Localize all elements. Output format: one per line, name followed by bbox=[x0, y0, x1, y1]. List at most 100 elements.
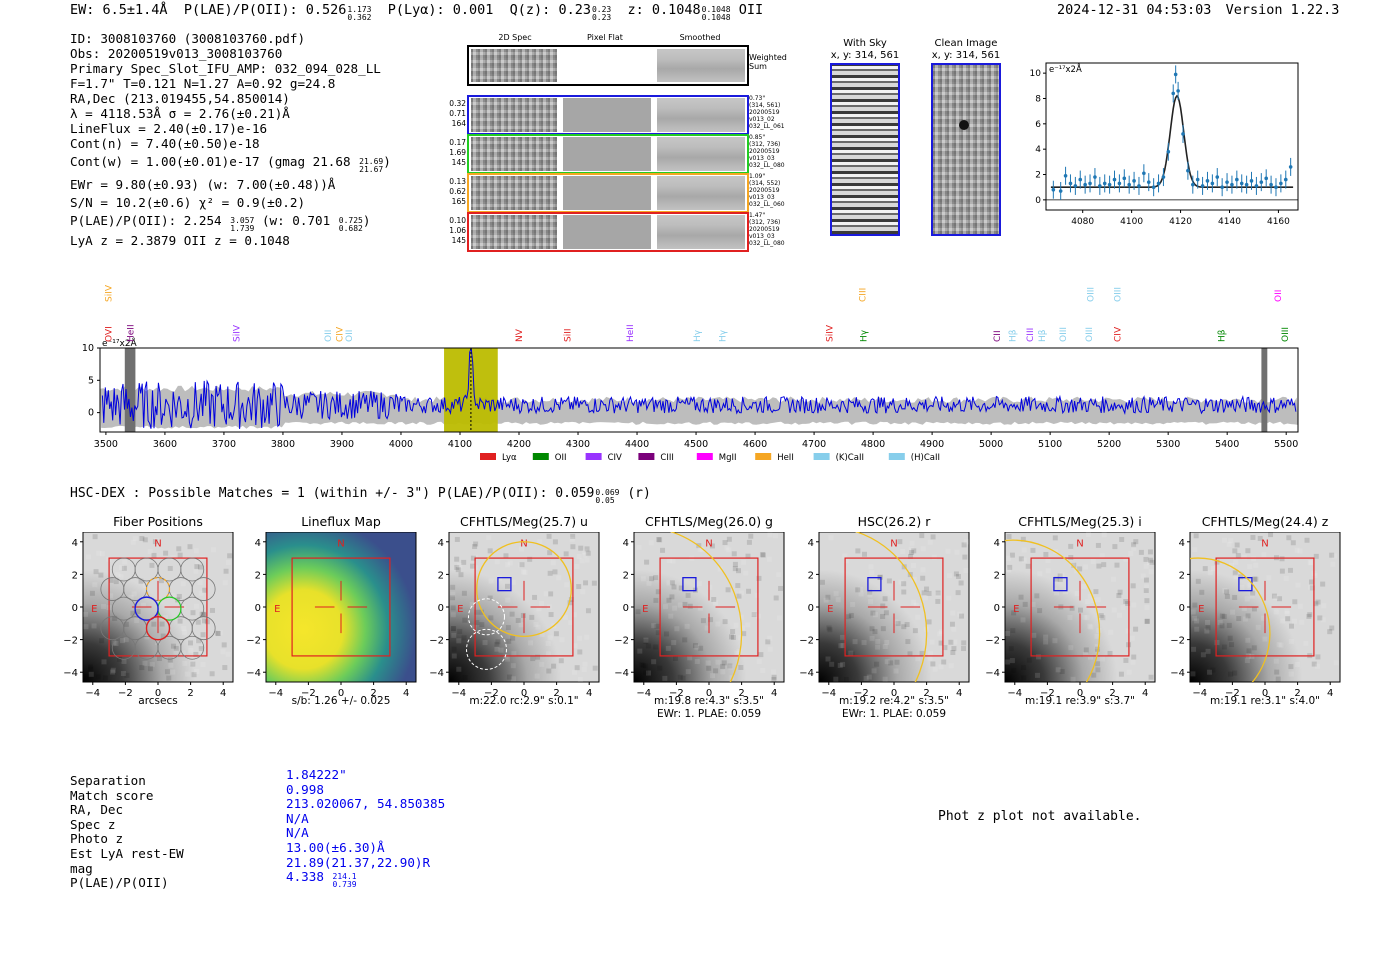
pixel-noise bbox=[1087, 623, 1093, 629]
pixel-noise bbox=[1321, 603, 1327, 609]
pixel-noise bbox=[1123, 657, 1129, 663]
pixel-noise bbox=[868, 599, 874, 605]
pixel-noise bbox=[694, 658, 700, 664]
zoom-marker bbox=[1058, 189, 1063, 193]
pixel-noise bbox=[462, 675, 468, 681]
emission-line-label: OIII bbox=[1059, 327, 1069, 342]
pixel-noise bbox=[777, 615, 783, 621]
pixel-noise bbox=[1112, 544, 1118, 550]
cutout-ytick-label: −2 bbox=[1170, 636, 1185, 647]
pixel-noise bbox=[735, 583, 741, 589]
pixel-noise bbox=[751, 612, 757, 618]
pixel-noise bbox=[935, 590, 941, 596]
north-label: N bbox=[890, 539, 897, 550]
pixel-noise bbox=[450, 584, 456, 590]
pixel-noise bbox=[1249, 654, 1255, 660]
pixel-noise bbox=[776, 572, 782, 578]
pixel-noise bbox=[92, 534, 98, 540]
pixel-noise bbox=[1057, 576, 1063, 582]
pixel-noise bbox=[869, 570, 875, 576]
pixel-noise bbox=[924, 586, 930, 592]
pixel-noise bbox=[111, 640, 117, 646]
pixel-noise bbox=[584, 557, 590, 563]
pixel-noise bbox=[536, 606, 542, 612]
emission-line-label: SiIV bbox=[232, 324, 242, 342]
spec2d-stat: 1.06 bbox=[449, 226, 466, 235]
zoom-ytick-label: 10 bbox=[1030, 69, 1042, 79]
pixel-noise bbox=[191, 672, 197, 678]
pixel-noise bbox=[848, 650, 854, 656]
pixel-noise bbox=[884, 659, 890, 665]
emission-line-label: Hβ bbox=[1038, 329, 1048, 342]
header-plae: P(LAE)/P(OII): 0.526 bbox=[183, 2, 347, 18]
pixel-noise bbox=[176, 546, 182, 552]
full-xtick-label: 5500 bbox=[1274, 439, 1298, 450]
pixel-noise bbox=[897, 539, 903, 545]
pixel-noise bbox=[882, 596, 888, 602]
zoom-marker bbox=[1117, 181, 1122, 186]
pixel-noise bbox=[98, 572, 104, 578]
zoom-marker bbox=[1239, 181, 1244, 186]
pixel-noise bbox=[163, 550, 169, 556]
cutout-xtick-label: 2 bbox=[923, 688, 929, 699]
pixel-noise bbox=[1211, 565, 1217, 571]
pixel-noise bbox=[871, 668, 877, 674]
emission-line-label: OVI bbox=[104, 326, 114, 342]
zoom-data-point bbox=[1073, 176, 1078, 195]
pixel-noise bbox=[665, 645, 671, 651]
pixel-noise bbox=[519, 562, 525, 568]
cutout-xtick-label: 4 bbox=[771, 688, 777, 699]
pixel-noise bbox=[1030, 601, 1036, 607]
pixel-noise bbox=[217, 630, 223, 636]
pixel-noise bbox=[156, 656, 162, 662]
emission-line-label: OIII bbox=[1113, 287, 1123, 302]
pixel-noise bbox=[1309, 585, 1315, 591]
pixel-noise bbox=[509, 611, 515, 617]
pixel-noise bbox=[519, 546, 525, 552]
pixel-noise bbox=[569, 536, 575, 542]
pixel-noise bbox=[1129, 635, 1135, 641]
cutout-footer: m:19.1 re:3.1" s:4.0" bbox=[1210, 695, 1320, 707]
pixel-noise bbox=[188, 647, 194, 653]
zoom-data-point bbox=[1146, 173, 1151, 192]
pixel-noise bbox=[163, 615, 169, 621]
zoom-data-point bbox=[1088, 174, 1092, 193]
pixel-noise bbox=[1123, 556, 1129, 562]
pixel-noise bbox=[942, 645, 948, 651]
pixel-noise bbox=[1100, 616, 1106, 622]
pixel-noise bbox=[1244, 658, 1250, 664]
pixel-noise bbox=[451, 626, 457, 632]
zoom-data-point bbox=[1181, 124, 1185, 143]
zoom-marker bbox=[1132, 179, 1136, 183]
pixel-noise bbox=[1125, 600, 1131, 606]
info-id: ID: 3008103760 (3008103760.pdf) bbox=[70, 31, 306, 46]
pixel-noise bbox=[180, 581, 186, 587]
pixel-noise bbox=[735, 568, 741, 574]
cutout-ytick-label: 2 bbox=[994, 570, 1000, 581]
pixel-noise bbox=[861, 551, 867, 557]
pixel-noise bbox=[848, 613, 854, 619]
pixel-noise bbox=[1059, 572, 1065, 578]
pixel-noise bbox=[911, 599, 917, 605]
galaxy-aperture bbox=[1005, 539, 1101, 682]
east-label: E bbox=[642, 604, 648, 615]
legend-label: CIV bbox=[608, 453, 622, 463]
info-plae-text: P(LAE)/P(OII): 2.254 bbox=[70, 213, 222, 228]
full-xtick-label: 4900 bbox=[920, 439, 944, 450]
pixel-noise bbox=[835, 597, 841, 603]
pixel-noise bbox=[1207, 570, 1213, 576]
pixel-noise bbox=[728, 634, 734, 640]
pixel-noise bbox=[1034, 593, 1040, 599]
pixel-noise bbox=[222, 580, 228, 586]
pixel-noise bbox=[1057, 573, 1063, 579]
cutout-ytick-label: −2 bbox=[63, 636, 78, 647]
cutout-ytick-label: 0 bbox=[438, 603, 444, 614]
pixel-noise bbox=[510, 635, 516, 641]
pixel-noise bbox=[147, 666, 153, 672]
pixel-noise bbox=[112, 615, 118, 621]
spec2d-meta: 20200519 bbox=[749, 226, 780, 233]
pixel-noise bbox=[671, 640, 677, 646]
pixel-noise bbox=[674, 626, 680, 632]
pixel-noise bbox=[746, 588, 752, 594]
pixel-noise bbox=[1292, 599, 1298, 605]
